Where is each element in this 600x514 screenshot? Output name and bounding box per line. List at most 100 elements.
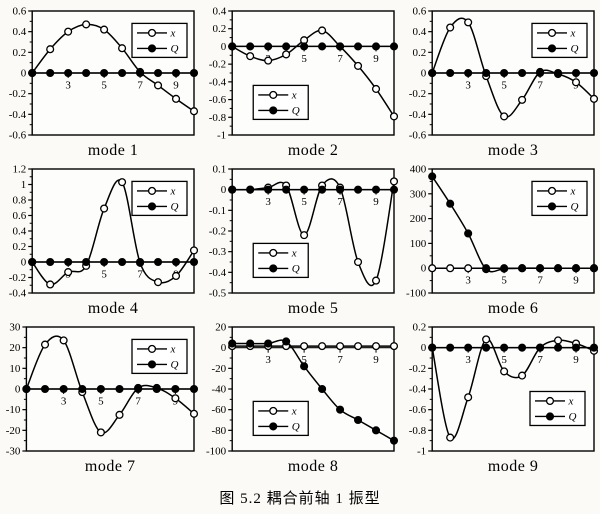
legend-label-Q: Q: [571, 201, 579, 213]
filled-circle-marker: [589, 264, 599, 273]
filled-circle-marker: [428, 343, 437, 352]
y-tick-label: -30: [6, 446, 21, 458]
chart-canvas: 0.2 0 -0.2 -0.4 -0.6 -0.8 -1 3 5 7 9 xQ: [409, 322, 599, 457]
legend-label-Q: Q: [171, 359, 179, 371]
open-circle-marker: [336, 342, 345, 351]
y-tick-label: -0.2: [9, 272, 26, 284]
chart-title: mode 4: [87, 300, 139, 317]
filled-circle-marker: [518, 264, 527, 273]
filled-circle-marker: [100, 257, 109, 267]
filled-circle-marker: [371, 42, 381, 51]
x-tick-label: 9: [573, 275, 579, 287]
y-tick-label: 0.2: [412, 322, 426, 334]
chart-legend: xQ: [131, 180, 188, 217]
filled-circle-marker: [571, 264, 581, 273]
open-circle-marker: [371, 84, 381, 93]
chart-title: mode 8: [287, 458, 339, 475]
filled-circle-marker: [446, 68, 455, 78]
filled-circle-marker: [171, 68, 181, 78]
open-circle-marker: [59, 336, 68, 345]
filled-circle-marker: [553, 264, 563, 273]
filled-circle-marker: [82, 257, 91, 267]
y-tick-label: -0.3: [209, 246, 227, 258]
x-tick-label: 7: [337, 196, 343, 208]
open-circle-marker: [171, 271, 181, 280]
series-Q: [428, 172, 599, 274]
legend-open-circle-icon: [547, 28, 557, 37]
x-tick-label: 3: [465, 275, 471, 287]
legend-filled-circle-icon: [269, 422, 278, 431]
open-circle-marker: [64, 27, 73, 36]
filled-circle-marker: [482, 265, 491, 274]
open-circle-marker: [353, 257, 363, 267]
open-circle-marker: [189, 246, 199, 255]
filled-circle-marker: [246, 185, 255, 194]
y-tick-label: 0.1: [212, 164, 226, 176]
y-tick-label: 0.6: [12, 210, 26, 222]
filled-circle-marker: [318, 185, 327, 194]
series-Q: [428, 68, 599, 78]
filled-circle-marker: [300, 362, 309, 371]
x-tick-label: 5: [501, 275, 507, 287]
x-tick-label: 9: [373, 196, 379, 208]
x-tick-label: 3: [465, 354, 471, 366]
filled-circle-marker: [78, 384, 87, 394]
open-circle-marker: [264, 56, 273, 65]
x-tick-label: 5: [501, 80, 507, 92]
filled-circle-marker: [464, 343, 473, 352]
filled-circle-marker: [228, 42, 237, 51]
y-tick-label: 0.4: [12, 26, 26, 38]
y-tick-label: 30: [9, 322, 21, 334]
filled-circle-marker: [96, 384, 105, 394]
legend-label-Q: Q: [292, 105, 300, 117]
open-circle-marker: [464, 393, 473, 402]
y-tick-label: -1: [217, 130, 226, 142]
filled-circle-marker: [589, 68, 599, 78]
y-tick-label: -0.4: [209, 267, 227, 279]
filled-circle-marker: [553, 68, 563, 78]
y-tick-label: 0.2: [212, 23, 226, 35]
y-tick-label: -0.2: [409, 363, 426, 375]
open-circle-marker: [389, 112, 399, 121]
filled-circle-marker: [152, 384, 161, 394]
y-tick-label: 0.8: [12, 195, 26, 207]
legend-open-circle-icon: [147, 28, 157, 37]
legend-filled-circle-icon: [269, 264, 278, 273]
filled-circle-marker: [189, 68, 199, 78]
filled-circle-marker: [336, 405, 345, 414]
chart-title: mode 5: [287, 300, 339, 317]
filled-circle-marker: [136, 68, 145, 78]
y-tick-label: 0: [21, 68, 27, 80]
x-tick-label: 7: [337, 354, 343, 366]
open-circle-marker: [371, 342, 381, 351]
chart-title: mode 7: [84, 458, 136, 475]
x-tick-label: 9: [173, 80, 179, 92]
open-circle-marker: [446, 23, 455, 32]
x-tick-label: 7: [135, 396, 141, 408]
chart-title: mode 1: [87, 142, 139, 159]
chart-legend: xQ: [252, 400, 309, 437]
chart-canvas: 400 300 200 100 0 -100 3 5 7 9 xQ: [406, 164, 599, 299]
filled-circle-marker: [336, 42, 345, 51]
open-circle-marker: [589, 94, 599, 103]
open-circle-marker: [500, 112, 509, 121]
filled-circle-marker: [136, 257, 145, 267]
open-circle-marker: [171, 394, 180, 403]
y-tick-label: 0: [421, 342, 427, 354]
y-tick-label: -0.4: [9, 288, 27, 300]
y-tick-label: -60: [212, 404, 227, 416]
series-Q: [428, 343, 599, 352]
open-circle-marker: [553, 336, 563, 345]
y-tick-label: -10: [6, 404, 21, 416]
filled-circle-marker: [500, 68, 509, 78]
open-circle-marker: [118, 178, 127, 187]
y-tick-label: -0.4: [9, 109, 27, 121]
legend-open-circle-icon: [269, 90, 278, 99]
series-Q: [28, 68, 199, 78]
x-tick-label: 9: [373, 354, 379, 366]
legend-open-circle-icon: [545, 396, 555, 406]
